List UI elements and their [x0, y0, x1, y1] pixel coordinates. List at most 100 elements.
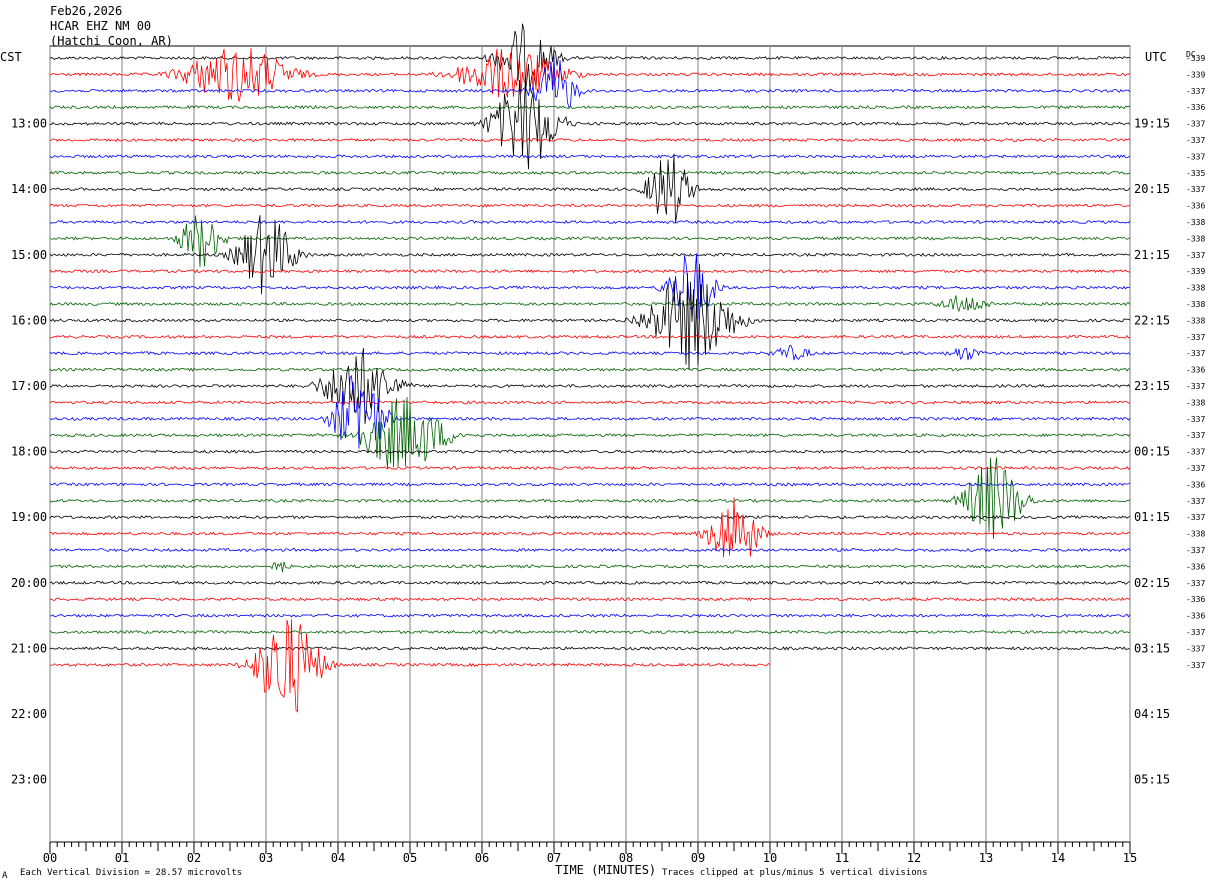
x-tick-label-00: 00	[43, 851, 57, 865]
dc-offset-label: -337	[1186, 333, 1205, 342]
right-hour-label-19:15: 19:15	[1134, 117, 1170, 131]
dc-offset-label: -337	[1186, 448, 1205, 457]
trace-line-37	[49, 619, 771, 713]
dc-offset-label: -337	[1186, 644, 1205, 653]
x-tick-label-10: 10	[763, 851, 777, 865]
trace-group	[49, 23, 1131, 713]
trace-line-24	[49, 449, 1131, 454]
right-hour-label-04:15: 04:15	[1134, 707, 1170, 721]
trace-line-13	[49, 268, 1131, 274]
right-hour-label-21:15: 21:15	[1134, 248, 1170, 262]
dc-offset-label: -337	[1186, 431, 1205, 440]
x-tick-label-08: 08	[619, 851, 633, 865]
right-hour-label-22:15: 22:15	[1134, 313, 1170, 327]
dc-offset-label: -336	[1186, 480, 1205, 489]
trace-line-16	[49, 273, 1131, 371]
dc-offset-label: -336	[1186, 595, 1205, 604]
dc-offset-label: -337	[1186, 136, 1205, 145]
dc-offset-label: -337	[1186, 251, 1205, 260]
right-hour-label-02:15: 02:15	[1134, 576, 1170, 590]
left-hour-label-22:00: 22:00	[11, 707, 47, 721]
x-tick-label-01: 01	[115, 851, 129, 865]
trace-line-29	[49, 497, 1131, 558]
trace-line-22	[49, 374, 1131, 449]
x-axis: 00 01 02 03 04 05 06 07 08 09 10 11 12 13 14 15	[43, 842, 1137, 865]
trace-line-11	[49, 215, 1131, 268]
corner-mark: A	[2, 871, 8, 881]
trace-line-10	[49, 219, 1131, 225]
left-hour-labels: 13:00 14:00 15:00 16:00 17:00 18:00 19:00 20:00…	[11, 117, 47, 787]
dc-offset-label: -335	[1186, 169, 1205, 178]
right-hour-label-23:15: 23:15	[1134, 379, 1170, 393]
trace-line-7	[49, 170, 1131, 175]
trace-line-27	[49, 457, 1131, 539]
x-tick-label-07: 07	[547, 851, 561, 865]
x-tick-label-12: 12	[907, 851, 921, 865]
trace-line-25	[49, 465, 1131, 471]
trace-line-4	[49, 77, 1131, 170]
left-timezone-label: CST	[0, 50, 22, 64]
trace-line-30	[49, 547, 1131, 553]
trace-line-32	[49, 580, 1130, 585]
trace-line-28	[49, 515, 1131, 520]
left-hour-label-19:00: 19:00	[11, 510, 47, 524]
dc-offset-label: -338	[1186, 530, 1205, 539]
trace-line-8	[49, 153, 1131, 224]
x-tick-label-04: 04	[331, 851, 345, 865]
right-hour-labels: 19:15 20:15 21:15 22:15 23:15 00:15 01:15 02:15…	[1134, 117, 1170, 787]
left-hour-label-23:00: 23:00	[11, 773, 47, 787]
location-label: (Hatchi Coon, AR)	[50, 34, 173, 48]
x-tick-label-06: 06	[475, 851, 489, 865]
x-tick-label-15: 15	[1123, 851, 1137, 865]
right-hour-label-20:15: 20:15	[1134, 182, 1170, 196]
dc-offset-label: -337	[1186, 497, 1205, 506]
x-tick-label-03: 03	[259, 851, 273, 865]
left-hour-label-18:00: 18:00	[11, 445, 47, 459]
trace-line-19	[49, 367, 1131, 372]
right-hour-label-01:15: 01:15	[1134, 510, 1170, 524]
x-tick-label-11: 11	[835, 851, 849, 865]
dc-offset-label: -338	[1186, 316, 1205, 325]
trace-line-6	[49, 154, 1131, 159]
date-label: Feb26,2026	[50, 4, 122, 18]
left-hour-label-13:00: 13:00	[11, 117, 47, 131]
trace-line-17	[49, 334, 1131, 339]
dc-offset-label: -339	[1186, 54, 1205, 63]
dc-offset-label: -338	[1186, 300, 1205, 309]
dc-offset-label: -337	[1186, 579, 1205, 588]
trace-line-26	[49, 482, 1131, 487]
dc-offset-label: -336	[1186, 612, 1205, 621]
dc-offset-label: -337	[1186, 152, 1205, 161]
dc-offset-label: -336	[1186, 103, 1205, 112]
dc-offset-label: -338	[1186, 284, 1205, 293]
dc-offset-label: -337	[1186, 349, 1205, 358]
dc-offset-label: -337	[1186, 87, 1205, 96]
dc-offset-label: -338	[1186, 218, 1205, 227]
right-hour-label-05:15: 05:15	[1134, 773, 1170, 787]
trace-line-31	[49, 561, 1131, 573]
x-tick-label-09: 09	[691, 851, 705, 865]
dc-offset-label: -337	[1186, 546, 1205, 555]
left-hour-label-14:00: 14:00	[11, 182, 47, 196]
trace-line-5	[49, 137, 1131, 143]
right-hour-label-03:15: 03:15	[1134, 641, 1170, 655]
trace-line-2	[49, 56, 1131, 109]
left-hour-label-20:00: 20:00	[11, 576, 47, 590]
right-timezone-label: UTC	[1145, 50, 1167, 64]
dc-offset-label: -337	[1186, 185, 1205, 194]
dc-offset-label: -337	[1186, 120, 1205, 129]
x-tick-label-02: 02	[187, 851, 201, 865]
left-hour-label-16:00: 16:00	[11, 313, 47, 327]
trace-line-35	[49, 629, 1131, 635]
dc-offset-label: -339	[1186, 267, 1205, 276]
trace-line-14	[49, 253, 1131, 320]
trace-line-36	[49, 646, 1131, 651]
dc-offset-label: -336	[1186, 562, 1205, 571]
trace-line-1	[49, 47, 1131, 102]
right-hour-label-00:15: 00:15	[1134, 445, 1170, 459]
dc-offset-label: -338	[1186, 398, 1205, 407]
x-tick-label-05: 05	[403, 851, 417, 865]
trace-line-18	[49, 345, 1131, 361]
grid-lines	[49, 45, 1131, 843]
